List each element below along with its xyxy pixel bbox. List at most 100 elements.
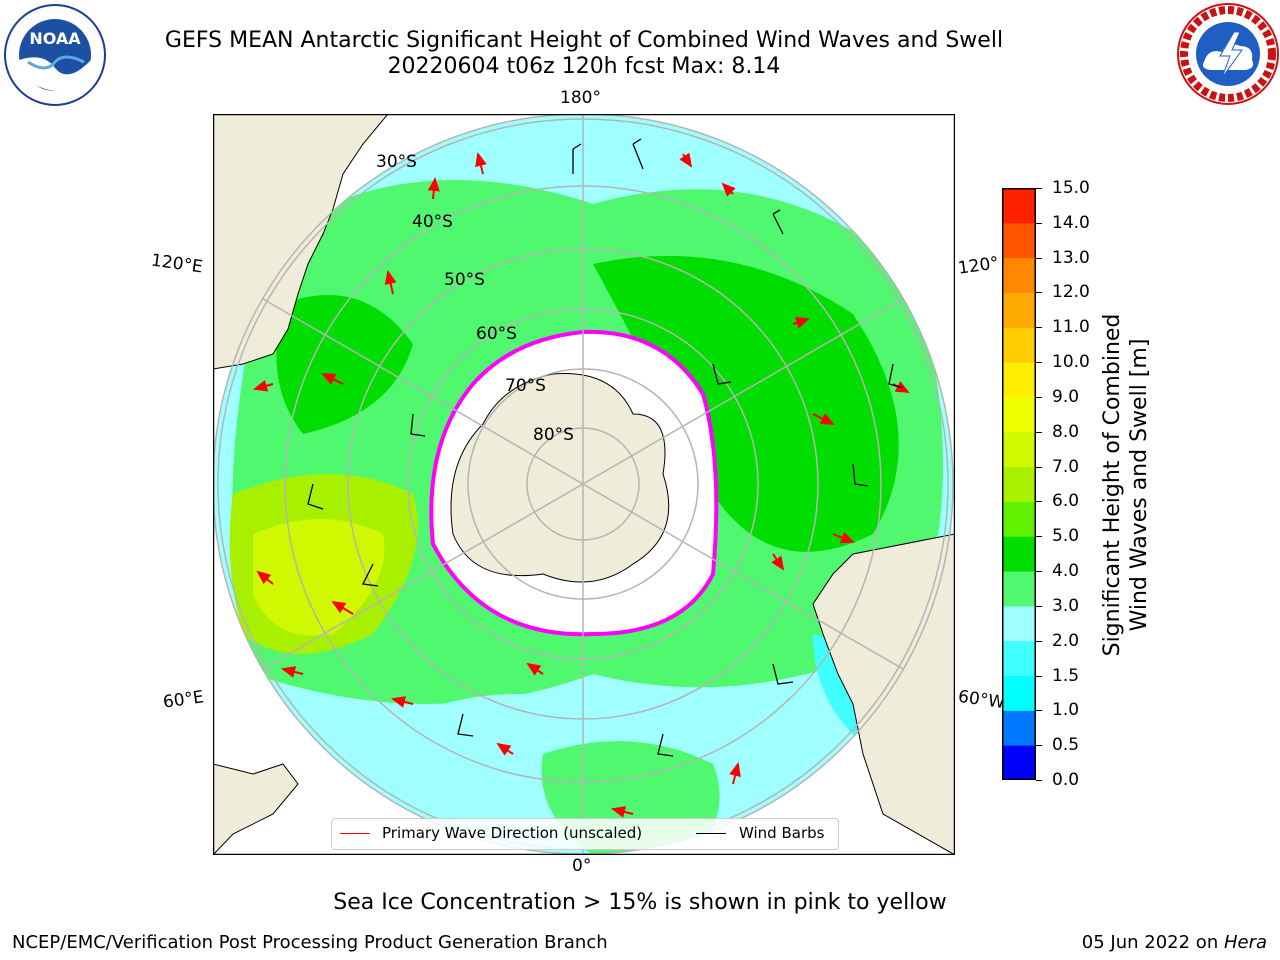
legend-wave-swatch bbox=[340, 833, 370, 834]
footer-host: Hera bbox=[1223, 932, 1267, 953]
colorbar-tick-mark bbox=[1036, 675, 1042, 677]
footer-credit: NCEP/EMC/Verification Post Processing Pr… bbox=[12, 932, 608, 953]
colorbar-segment bbox=[1002, 396, 1036, 433]
colorbar-segment bbox=[1002, 675, 1036, 711]
wave-arrow bbox=[331, 600, 354, 615]
colorbar-segment bbox=[1002, 605, 1036, 642]
lat-label-80s: 80°S bbox=[533, 425, 574, 445]
colorbar-tick-label: 2.0 bbox=[1052, 630, 1080, 651]
lon-label-60w: 60°W bbox=[956, 686, 1007, 714]
colorbar-tick-mark bbox=[1036, 571, 1042, 573]
wave-arrow bbox=[384, 270, 397, 295]
wave-arrow bbox=[526, 662, 544, 676]
colorbar-segment bbox=[1002, 536, 1036, 572]
colorbar-tick-mark bbox=[1036, 710, 1042, 712]
wind-barb bbox=[852, 463, 869, 487]
colorbar-segment bbox=[1002, 466, 1036, 502]
colorbar-segment bbox=[1002, 327, 1036, 363]
wave-arrow bbox=[832, 531, 855, 544]
lat-label-50s: 50°S bbox=[444, 270, 485, 290]
polar-map bbox=[213, 114, 955, 855]
wave-arrow bbox=[771, 553, 785, 571]
lat-label-70s: 70°S bbox=[505, 376, 546, 396]
colorbar-tick-mark bbox=[1036, 188, 1042, 189]
wind-barb bbox=[307, 483, 324, 510]
colorbar bbox=[1002, 188, 1036, 780]
colorbar-tick-label: 8.0 bbox=[1052, 421, 1080, 442]
wave-arrow bbox=[253, 380, 274, 392]
lon-label-180: 180° bbox=[560, 88, 601, 108]
chart-subtitle: 20220604 t06z 120h fcst Max: 8.14 bbox=[387, 54, 781, 79]
colorbar-tick-mark bbox=[1036, 327, 1042, 329]
colorbar-tick-label: 6.0 bbox=[1052, 491, 1080, 512]
colorbar-tick-label: 12.0 bbox=[1052, 282, 1090, 303]
wave-arrow bbox=[496, 742, 514, 756]
colorbar-title-line2: Wind Waves and Swell [m] bbox=[1127, 338, 1152, 632]
colorbar-segment bbox=[1002, 640, 1036, 677]
colorbar-segment bbox=[1002, 710, 1036, 746]
colorbar-segment bbox=[1002, 257, 1036, 293]
wave-arrow bbox=[475, 152, 487, 175]
wave-arrow bbox=[729, 762, 741, 785]
colorbar-tick-label: 15.0 bbox=[1052, 178, 1090, 198]
nws-logo bbox=[1177, 3, 1279, 105]
colorbar-title: Significant Height of Combined Wind Wave… bbox=[1099, 314, 1153, 657]
legend-barb-label: Wind Barbs bbox=[739, 824, 825, 842]
colorbar-tick-mark bbox=[1036, 536, 1042, 538]
colorbar-tick-mark bbox=[1036, 640, 1042, 642]
lon-label-120e: 120°E bbox=[149, 250, 204, 278]
colorbar-segment bbox=[1002, 292, 1036, 328]
legend-barb-swatch bbox=[696, 833, 726, 834]
colorbar-tick-label: 13.0 bbox=[1052, 247, 1090, 268]
wind-barb bbox=[572, 143, 582, 174]
colorbar-segment bbox=[1002, 362, 1036, 398]
colorbar-tick-label: 0.5 bbox=[1052, 735, 1080, 756]
colorbar-tick-mark bbox=[1036, 222, 1042, 224]
colorbar-tick-mark bbox=[1036, 605, 1042, 607]
wave-band-7m bbox=[253, 519, 385, 636]
lat-label-60s: 60°S bbox=[476, 324, 517, 344]
colorbar-tick-label: 5.0 bbox=[1052, 526, 1080, 547]
wave-arrow bbox=[281, 666, 304, 678]
legend-wave-label: Primary Wave Direction (unscaled) bbox=[382, 824, 643, 842]
colorbar-segment bbox=[1002, 501, 1036, 537]
lon-label-60e: 60°E bbox=[161, 687, 206, 713]
colorbar-tick-mark bbox=[1036, 292, 1042, 294]
colorbar-tick-label: 14.0 bbox=[1052, 212, 1090, 233]
colorbar-tick-label: 0.0 bbox=[1052, 770, 1080, 790]
wave-band-5m-west bbox=[276, 295, 413, 434]
wave-arrow bbox=[611, 806, 634, 818]
wave-arrow bbox=[812, 413, 835, 425]
wave-arrow bbox=[427, 177, 440, 200]
colorbar-tick-mark bbox=[1036, 501, 1042, 503]
wave-arrow bbox=[679, 152, 693, 168]
colorbar-segment bbox=[1002, 188, 1036, 224]
wave-arrow bbox=[321, 373, 344, 385]
wind-barb bbox=[410, 413, 426, 437]
wind-barb bbox=[712, 363, 732, 385]
wave-arrow bbox=[391, 696, 414, 708]
colorbar-title-line1: Significant Height of Combined bbox=[1100, 313, 1125, 657]
wind-barb bbox=[657, 733, 674, 757]
colorbar-tick-label: 4.0 bbox=[1052, 561, 1080, 582]
svg-text:NOAA: NOAA bbox=[29, 29, 81, 48]
sea-ice-note: Sea Ice Concentration > 15% is shown in … bbox=[333, 890, 947, 915]
wind-barb bbox=[457, 713, 474, 737]
wind-barb bbox=[772, 663, 794, 685]
wind-barb bbox=[772, 209, 784, 235]
chart-title: GEFS MEAN Antarctic Significant Height o… bbox=[164, 28, 1004, 53]
lon-label-0: 0° bbox=[572, 856, 592, 876]
colorbar-tick-mark bbox=[1036, 257, 1042, 259]
colorbar-tick-label: 1.5 bbox=[1052, 665, 1080, 686]
wind-barb bbox=[888, 363, 904, 389]
colorbar-tick-label: 3.0 bbox=[1052, 595, 1080, 616]
colorbar-tick-mark bbox=[1036, 466, 1042, 468]
lat-label-30s: 30°S bbox=[376, 152, 417, 172]
lon-label-120w: 120° bbox=[956, 253, 1001, 279]
wave-arrow bbox=[256, 570, 274, 585]
colorbar-segment bbox=[1002, 431, 1036, 468]
colorbar-tick-mark bbox=[1036, 362, 1042, 364]
footer-date-text: 05 Jun 2022 on bbox=[1081, 932, 1224, 953]
map-legend: Primary Wave Direction (unscaled) Wind B… bbox=[331, 818, 839, 850]
wave-band-5m bbox=[593, 255, 899, 552]
